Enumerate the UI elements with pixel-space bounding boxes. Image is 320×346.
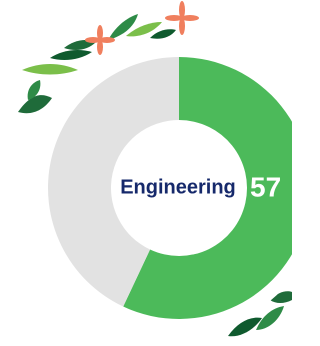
category-label: Engineering (120, 176, 236, 198)
page: {"chart_data": {"type": "donut", "catego… (0, 0, 292, 346)
chart: Engineering 57 (0, 0, 292, 346)
value-label: 57 (250, 171, 281, 202)
